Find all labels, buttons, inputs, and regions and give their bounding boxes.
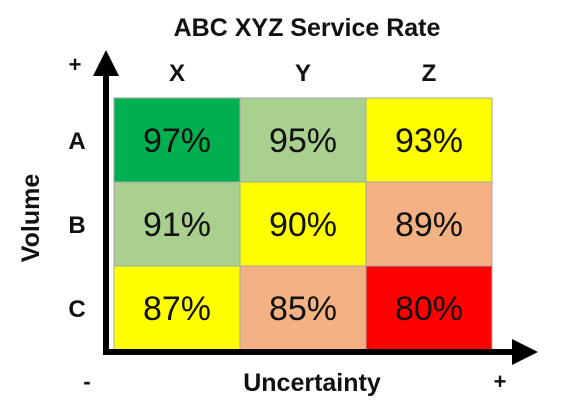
axes [93, 50, 538, 365]
heatmap-cell-ay [239, 97, 367, 183]
row-label-b: B [68, 212, 85, 239]
column-label-x: X [169, 60, 185, 87]
cell-value-by: 90% [269, 206, 337, 244]
row-label-a: A [68, 128, 85, 155]
cell-value-bx: 91% [143, 206, 211, 244]
cell-value-bz: 89% [395, 206, 463, 244]
cell-value-az: 93% [395, 122, 463, 160]
heatmap-cell-ax [113, 97, 241, 183]
x-axis-label: Uncertainty [243, 369, 381, 397]
column-label-y: Y [295, 60, 311, 87]
y-axis-high-sign: + [69, 52, 82, 77]
y-axis-arrowhead [93, 50, 119, 76]
heatmap-cell-cy [239, 265, 367, 351]
cell-value-cx: 87% [143, 290, 211, 328]
heatmap-cell-az [365, 97, 493, 183]
row-label-c: C [68, 296, 85, 323]
cell-value-cy: 85% [269, 290, 337, 328]
cell-value-ax: 97% [143, 122, 211, 160]
y-axis-label: Volume [17, 174, 45, 263]
column-label-z: Z [422, 60, 437, 87]
x-axis-high-sign: + [494, 369, 507, 394]
x-axis-low-sign: - [83, 369, 90, 394]
cell-value-cz: 80% [395, 290, 463, 328]
x-axis-arrowhead [512, 339, 538, 365]
cell-value-ay: 95% [269, 122, 337, 160]
heatmap-cell-bz [365, 181, 493, 267]
chart-title: ABC XYZ Service Rate [174, 14, 441, 42]
heatmap-cell-bx [113, 181, 241, 267]
heatmap-cells: 97% 95% 93% 91% 90% 89% 87% 85% 80% [113, 97, 493, 351]
heatmap-cell-by [239, 181, 367, 267]
tick-labels: X Y Z A B C [68, 60, 436, 323]
